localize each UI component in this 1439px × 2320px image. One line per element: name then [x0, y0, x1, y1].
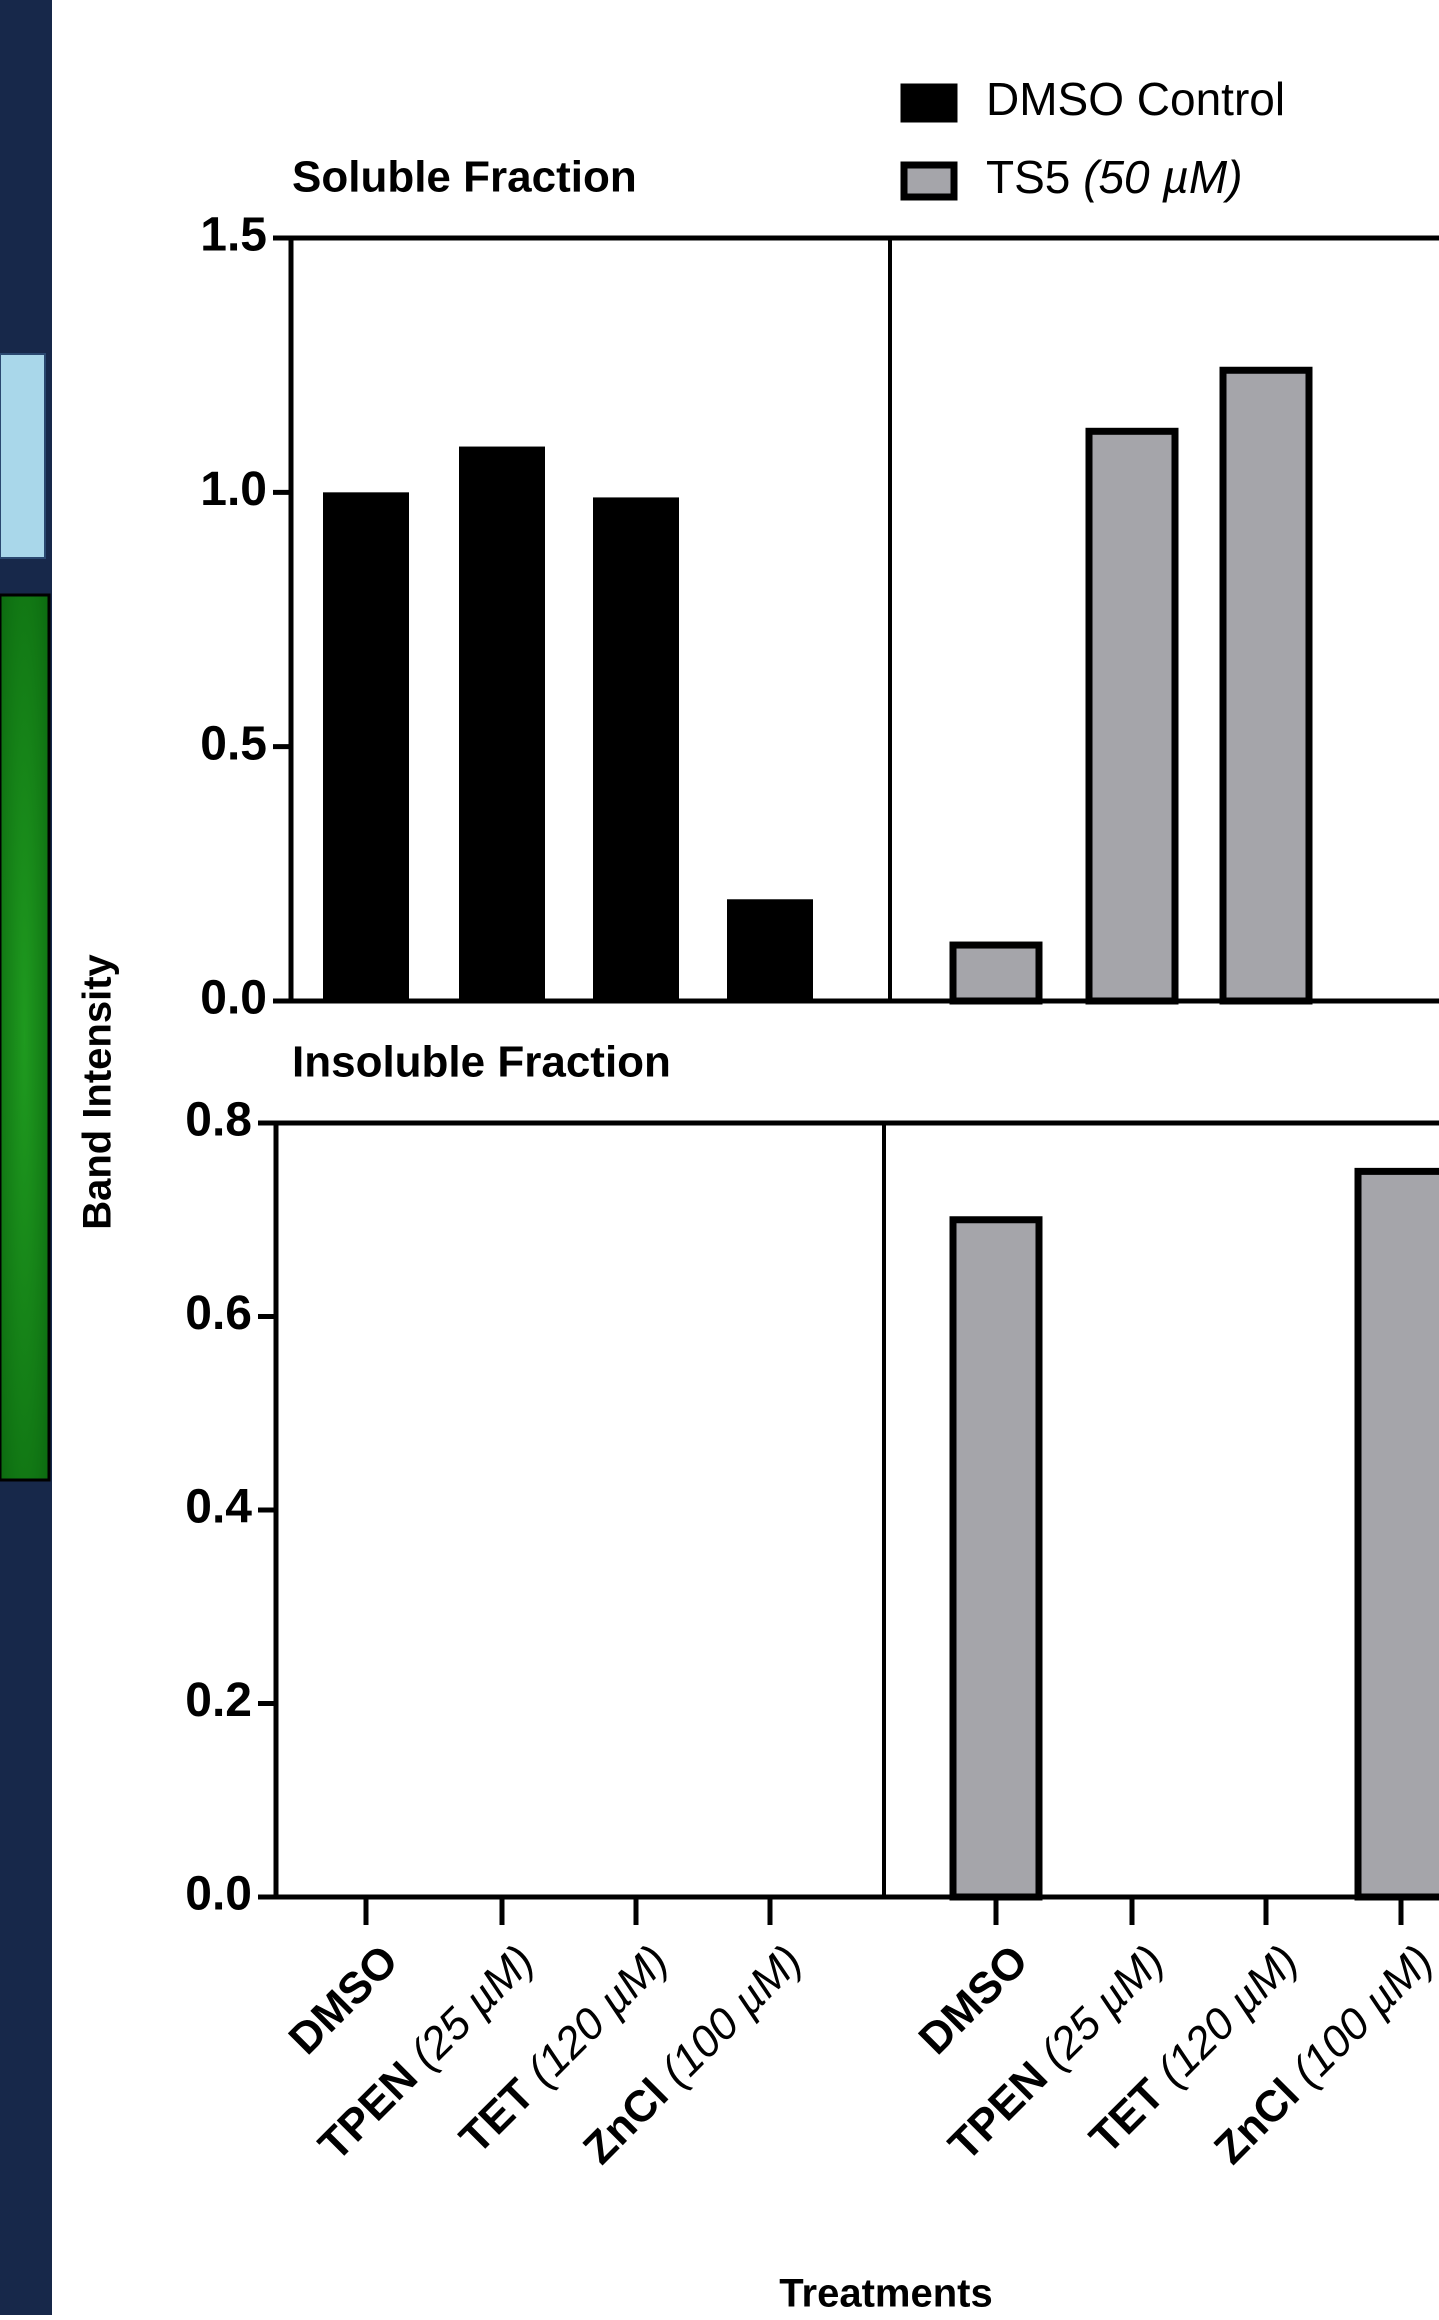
category-name: TET	[450, 2069, 543, 2162]
y-tick-label: 0.4	[185, 1481, 252, 1534]
x-tick-label: DMSO	[909, 1936, 1037, 2064]
legend-name: TS5	[986, 151, 1070, 203]
y-tick-label: 1.0	[200, 463, 267, 516]
y-tick-label: 0.6	[185, 1287, 252, 1340]
bar	[593, 497, 679, 1001]
category-name: TET	[1080, 2069, 1173, 2162]
category-name: TPEN	[309, 2052, 427, 2170]
y-tick-label: 0.2	[185, 1674, 252, 1727]
legend-swatch	[900, 161, 958, 201]
bar	[459, 446, 545, 1001]
y-tick-label: 1.5	[200, 209, 267, 262]
category-name: ZnCl	[1205, 2069, 1309, 2173]
side-panel	[0, 353, 46, 559]
bar	[323, 492, 409, 1001]
y-tick-label: 0.0	[185, 1868, 252, 1921]
y-tick-label: 0.0	[200, 972, 267, 1025]
category-name: DMSO	[279, 1936, 407, 2064]
bar	[949, 941, 1043, 1005]
category-name: DMSO	[909, 1936, 1037, 2064]
legend-label: TS5 (50 µM)	[986, 151, 1243, 203]
legend-note: (50 µM)	[1083, 151, 1242, 203]
category-note: (100 µM)	[1283, 1936, 1439, 2096]
side-image	[0, 593, 51, 1482]
bar	[1085, 427, 1179, 1005]
y-axis-title: Band Intensity	[76, 953, 120, 1229]
x-tick-label: DMSO	[279, 1936, 407, 2064]
bar	[1354, 1167, 1439, 1901]
legend-swatch	[900, 83, 958, 123]
legend-name: DMSO Control	[986, 73, 1285, 125]
y-tick-label: 0.5	[200, 717, 267, 770]
panel-title: Soluble Fraction	[292, 153, 637, 202]
y-tick-label: 0.8	[185, 1094, 252, 1147]
bar	[727, 899, 813, 1001]
x-axis-title: Treatments	[779, 2272, 992, 2315]
category-name: ZnCl	[574, 2069, 678, 2173]
bar	[1219, 366, 1313, 1005]
legend-label: DMSO Control	[986, 73, 1285, 125]
category-note: (100 µM)	[652, 1936, 812, 2096]
category-name: TPEN	[939, 2052, 1057, 2170]
panel-title: Insoluble Fraction	[292, 1038, 671, 1087]
bar	[949, 1216, 1043, 1901]
